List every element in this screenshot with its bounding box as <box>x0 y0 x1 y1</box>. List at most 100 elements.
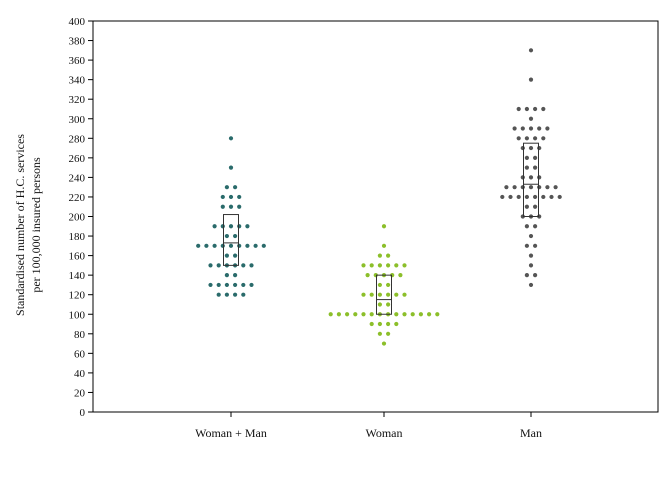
data-point <box>516 136 521 141</box>
data-point <box>245 243 250 248</box>
data-point <box>233 233 238 239</box>
data-point <box>533 273 538 278</box>
data-point <box>553 185 558 190</box>
iqr-box <box>376 274 392 315</box>
data-point <box>208 263 213 268</box>
iqr-box <box>223 214 239 266</box>
data-point <box>386 282 391 288</box>
data-point <box>524 273 530 278</box>
y-axis: 0 20 40 60 80 100 120 140 160 180 200 220 240 260 280 3… <box>69 16 93 419</box>
data-point <box>541 136 546 141</box>
data-point <box>394 263 399 268</box>
data-point <box>228 243 234 248</box>
y-tick-label: 360 <box>69 55 86 67</box>
data-point <box>381 341 387 346</box>
data-point <box>386 302 391 307</box>
y-tick-label: 300 <box>69 114 86 126</box>
data-point <box>241 292 246 297</box>
y-tick-label: 260 <box>69 153 86 165</box>
data-point <box>520 145 525 151</box>
iqr-box <box>523 142 539 217</box>
data-point <box>398 273 403 278</box>
y-tick-label: 340 <box>69 75 86 87</box>
data-point <box>402 292 407 297</box>
y-tick-label: 240 <box>69 172 86 184</box>
data-point <box>528 126 534 131</box>
data-point <box>216 292 221 297</box>
data-point <box>541 106 546 112</box>
data-point <box>345 312 350 317</box>
plot-frame <box>92 20 659 413</box>
data-point <box>394 321 399 327</box>
y-tick-label: 380 <box>69 36 86 48</box>
data-point <box>537 175 542 180</box>
data-point <box>512 126 517 131</box>
data-point <box>418 312 423 317</box>
series-group <box>328 224 440 346</box>
data-point <box>537 145 542 151</box>
data-point <box>402 263 407 268</box>
y-tick-label: 80 <box>74 329 86 341</box>
data-point <box>369 312 374 317</box>
data-point <box>528 175 534 180</box>
data-point <box>208 282 213 288</box>
data-point <box>533 224 538 229</box>
data-point <box>533 194 538 200</box>
data-point <box>500 194 505 200</box>
data-point <box>233 273 238 278</box>
data-point <box>386 331 391 336</box>
data-point <box>394 312 399 317</box>
y-tick-label: 140 <box>69 270 86 282</box>
x-tick-label: Woman <box>365 426 402 440</box>
data-point <box>253 243 258 248</box>
data-point <box>220 194 225 200</box>
data-point <box>386 253 391 258</box>
data-point <box>524 106 530 112</box>
data-point <box>224 292 229 297</box>
data-point <box>204 243 209 248</box>
data-point <box>369 321 374 327</box>
x-axis: Woman + Man Woman Man <box>195 412 542 440</box>
data-point <box>528 282 534 288</box>
data-point <box>261 243 266 248</box>
data-point <box>328 312 333 317</box>
data-point <box>196 243 201 248</box>
data-point <box>369 263 374 268</box>
data-point <box>533 106 538 112</box>
data-point <box>377 253 382 258</box>
data-point <box>245 224 250 229</box>
data-point <box>220 243 225 248</box>
y-tick-label: 280 <box>69 133 86 145</box>
y-tick-label: 160 <box>69 251 86 263</box>
data-point <box>224 185 229 190</box>
data-point <box>524 224 530 229</box>
data-point <box>233 292 238 297</box>
data-point <box>377 292 382 297</box>
data-point <box>377 331 382 336</box>
data-point <box>377 302 382 307</box>
data-point <box>520 185 525 190</box>
data-point <box>394 292 399 297</box>
y-tick-label: 120 <box>69 290 86 302</box>
data-point <box>386 292 391 297</box>
x-tick-label: Woman + Man <box>195 426 267 440</box>
y-tick-label: 320 <box>69 94 86 106</box>
data-point <box>224 233 229 239</box>
data-point <box>528 116 534 121</box>
data-point <box>545 185 550 190</box>
data-point <box>427 312 432 317</box>
series-group <box>500 48 562 288</box>
data-point <box>508 194 513 200</box>
data-point <box>557 194 562 200</box>
data-point <box>533 155 538 160</box>
data-point <box>541 194 546 200</box>
data-point <box>228 194 234 200</box>
data-point <box>233 282 238 288</box>
data-point <box>516 106 521 112</box>
data-point <box>237 204 242 209</box>
data-point <box>520 175 525 180</box>
y-tick-label: 220 <box>69 192 86 204</box>
data-point <box>386 321 391 327</box>
data-point <box>249 263 254 268</box>
